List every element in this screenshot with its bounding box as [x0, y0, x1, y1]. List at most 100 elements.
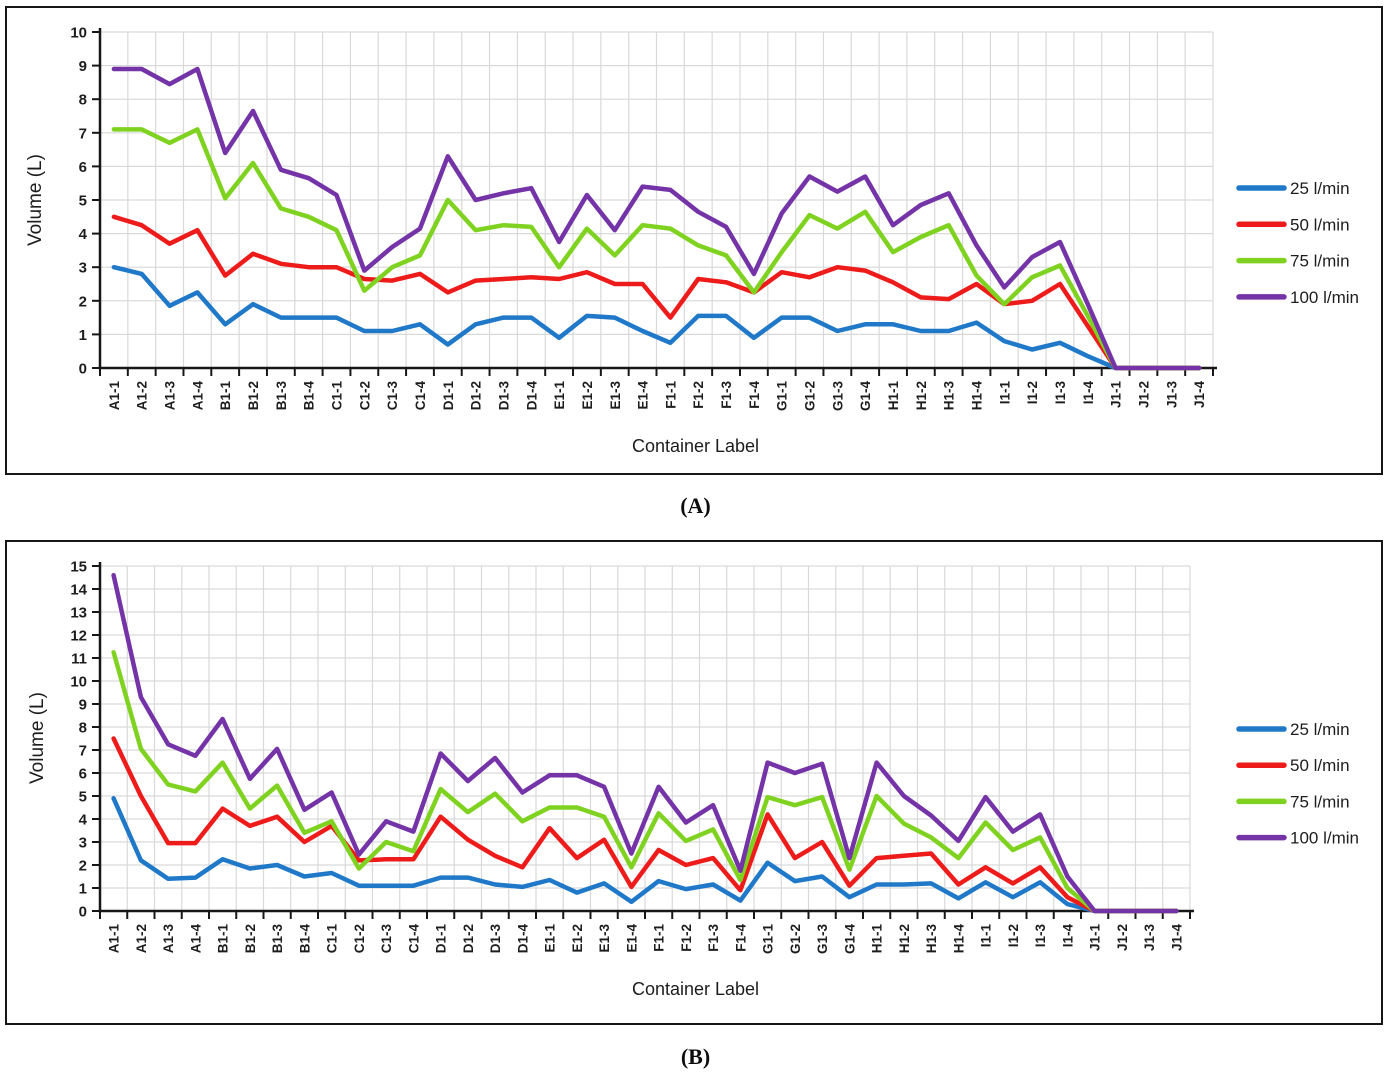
x-tick-label: A1-1	[107, 381, 122, 411]
x-tick-label: C1-1	[325, 924, 340, 954]
y-tick-labels: 0 1 2 3 4 5 6 7 8 9 10	[70, 25, 87, 378]
y-tick-label: 4	[79, 812, 88, 829]
y-tick-label: 14	[70, 582, 87, 599]
x-tick-label: J1-1	[1109, 381, 1124, 409]
x-tick-label: A1-1	[107, 924, 122, 954]
y-tick-label: 3	[79, 260, 87, 277]
y-tick-label: 1	[79, 881, 87, 898]
x-tick-label: F1-3	[706, 924, 721, 952]
y-tick-label: 9	[79, 58, 87, 75]
x-tick-label: C1-4	[406, 924, 421, 954]
x-tick-label: G1-1	[775, 381, 790, 412]
x-tick-label: J1-1	[1088, 924, 1103, 952]
x-tick-label: I1-1	[979, 924, 994, 948]
y-tick-label: 5	[79, 193, 87, 210]
y-tick-label: 8	[79, 92, 87, 109]
x-tick-label: H1-1	[886, 381, 901, 411]
y-tick-label: 2	[79, 858, 87, 875]
y-axis-title-a: Volume (L)	[25, 154, 46, 246]
y-tick-label: 5	[79, 789, 87, 806]
x-axis-title-b: Container Label	[631, 979, 760, 999]
series-line-75-l-min	[111, 127, 1202, 371]
x-tick-label: G1-2	[803, 381, 818, 411]
x-tick-label: E1-3	[597, 924, 612, 953]
x-tick-label: H1-4	[969, 381, 984, 411]
x-tick-labels: A1-1 A1-2 A1-3 A1-4 B1-1 B1-2 B1-3 B1-4 C1-1 C1-2…	[107, 381, 1207, 412]
y-tick-label: 4	[79, 226, 88, 243]
series-line-25-l-min	[111, 796, 1179, 914]
y-tick-label: 13	[70, 605, 87, 622]
series-line-25-l-min	[111, 264, 1202, 371]
x-tick-label: I1-2	[1025, 381, 1040, 404]
x-tick-label: B1-1	[218, 381, 233, 411]
x-tick-label: J1-3	[1142, 924, 1157, 952]
y-tick-label: 7	[79, 125, 87, 142]
x-tick-label: G1-4	[842, 924, 857, 955]
series-lines	[111, 66, 1202, 371]
x-tick-label: G1-3	[830, 381, 845, 412]
x-tick-label: B1-2	[243, 924, 258, 953]
x-tick-label: E1-1	[552, 381, 567, 410]
x-tick-label: E1-4	[636, 381, 651, 410]
x-tick-label: I1-3	[1053, 381, 1068, 405]
x-tick-label: J1-4	[1169, 924, 1184, 952]
x-tick-label: F1-2	[679, 924, 694, 952]
legend-item-75-l-min: 75 l/min	[1236, 252, 1350, 271]
series-line-50-l-min	[111, 736, 1179, 914]
x-tick-label: H1-3	[942, 381, 957, 411]
x-tick-label: E1-3	[608, 381, 623, 410]
x-tick-label: H1-3	[924, 924, 939, 954]
caption-a: (A)	[680, 493, 711, 518]
legend-item-25-l-min: 25 l/min	[1236, 179, 1350, 198]
x-tick-label: G1-3	[815, 924, 830, 955]
y-tick-label: 10	[70, 25, 87, 42]
x-tick-label: E1-2	[570, 924, 585, 953]
axes	[92, 28, 1217, 376]
x-tick-label: G1-4	[858, 381, 873, 412]
y-tick-label: 11	[71, 651, 87, 668]
x-tick-label: J1-4	[1192, 381, 1207, 409]
x-tick-label: A1-4	[188, 924, 203, 954]
x-tick-label: E1-1	[543, 924, 558, 953]
legend-item-25-l-min: 25 l/min	[1236, 720, 1350, 739]
legend-label: 25 l/min	[1290, 720, 1350, 739]
y-tick-label: 0	[79, 361, 87, 378]
x-tick-label: J1-2	[1136, 381, 1151, 408]
x-tick-label: D1-2	[461, 924, 476, 953]
legend-item-50-l-min: 50 l/min	[1236, 215, 1350, 234]
legend-item-100-l-min: 100 l/min	[1236, 288, 1359, 307]
y-tick-label: 1	[79, 327, 87, 344]
y-tick-label: 9	[79, 697, 87, 714]
caption-b: (B)	[680, 1044, 711, 1069]
x-tick-label: D1-2	[469, 381, 484, 410]
y-tick-label: 3	[79, 835, 87, 852]
x-tick-label: A1-2	[135, 381, 150, 410]
x-tick-label: B1-2	[246, 381, 261, 410]
legend-label: 100 l/min	[1290, 288, 1359, 307]
x-tick-label: A1-3	[161, 924, 176, 954]
x-tick-label: B1-1	[216, 924, 231, 954]
y-tick-label: 8	[79, 720, 87, 737]
chart-a: 0 1 2 3 4 5 6 7 8 9 10 A1-1 A1-2 A1-3 A1-4 B1-1 B1-2 B1-3…	[70, 25, 1359, 412]
x-tick-label: I1-4	[1081, 381, 1096, 405]
series-line-100-l-min	[111, 66, 1202, 371]
x-tick-label: A1-4	[190, 381, 205, 411]
gridlines	[100, 31, 1214, 368]
x-tick-label: B1-3	[270, 924, 285, 954]
x-tick-label: H1-2	[897, 924, 912, 953]
x-tick-label: I1-1	[997, 381, 1012, 405]
x-tick-label: D1-4	[524, 381, 539, 411]
y-axis-title-b: Volume (L)	[27, 692, 48, 784]
y-tick-label: 6	[79, 766, 87, 783]
x-tick-label: C1-2	[352, 924, 367, 953]
x-tick-label: F1-3	[719, 381, 734, 409]
x-tick-label: C1-4	[413, 381, 428, 411]
x-tick-label: F1-1	[663, 381, 678, 409]
y-tick-label: 10	[70, 674, 87, 691]
x-tick-label: F1-1	[652, 924, 667, 952]
legend-label: 100 l/min	[1290, 829, 1359, 848]
series-line-50-l-min	[111, 214, 1202, 371]
gridlines	[100, 565, 1191, 911]
x-tick-label: F1-4	[733, 924, 748, 952]
